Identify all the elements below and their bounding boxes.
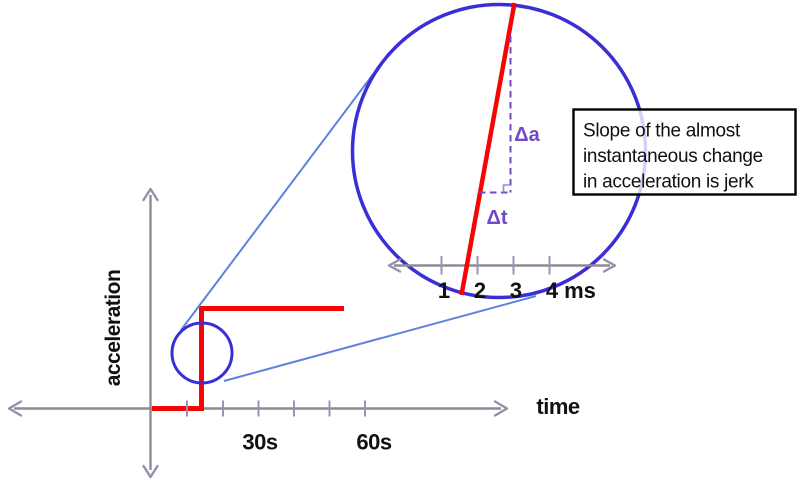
right-angle-mark xyxy=(502,184,511,193)
x-axis-label: time xyxy=(536,394,580,419)
x-tick-label-30s: 30s xyxy=(242,430,277,455)
main-y-axis xyxy=(142,187,159,479)
callout-line-2: instantaneous change xyxy=(583,146,763,167)
inset-unit-label: ms xyxy=(564,278,596,303)
inset-tick-label-1: 1 xyxy=(438,278,450,303)
callout-box-border xyxy=(572,108,797,196)
inset-tick-label-4: 4 xyxy=(546,278,559,303)
callout-box: Slope of the almost instantaneous change… xyxy=(572,108,797,196)
delta-t-label: Δt xyxy=(486,207,507,229)
x-axis-ticks xyxy=(186,400,366,417)
y-axis-up-arrow-icon xyxy=(142,187,159,202)
acceleration-step-line xyxy=(152,306,344,411)
zoom-connector-lower xyxy=(223,295,537,382)
y-axis-down-arrow-icon xyxy=(142,464,159,479)
x-tick-label-60s: 60s xyxy=(356,430,391,455)
inset-axis-right-arrow-icon xyxy=(602,258,617,273)
zoom-source-circle xyxy=(170,321,234,385)
inset-axis-left-arrow-icon xyxy=(387,258,402,273)
callout-line-3: in acceleration is jerk xyxy=(583,172,754,193)
x-axis-right-arrow-icon xyxy=(493,400,509,417)
zoom-connector-upper xyxy=(180,60,384,331)
inset-axis xyxy=(387,256,617,275)
inset-tick-label-3: 3 xyxy=(510,278,522,303)
y-axis-label: acceleration xyxy=(102,270,125,387)
x-axis-left-arrow-icon xyxy=(7,400,23,417)
callout-line-1: Slope of the almost xyxy=(583,121,741,142)
inset-tick-label-2: 2 xyxy=(474,278,486,303)
jerk-slope-line xyxy=(459,2,517,296)
delta-a-label: Δa xyxy=(514,124,540,146)
